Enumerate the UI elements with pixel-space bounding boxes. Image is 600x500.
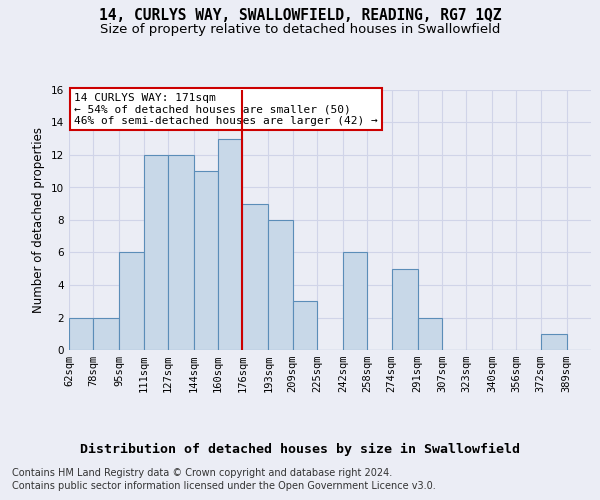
Bar bbox=[143, 155, 168, 350]
Text: Contains HM Land Registry data © Crown copyright and database right 2024.: Contains HM Land Registry data © Crown c… bbox=[12, 468, 392, 477]
Bar bbox=[392, 269, 418, 350]
Bar bbox=[69, 318, 94, 350]
Bar bbox=[268, 220, 293, 350]
Bar bbox=[194, 171, 218, 350]
Bar bbox=[242, 204, 268, 350]
Bar bbox=[119, 252, 143, 350]
Y-axis label: Number of detached properties: Number of detached properties bbox=[32, 127, 46, 313]
Bar bbox=[418, 318, 442, 350]
Text: Size of property relative to detached houses in Swallowfield: Size of property relative to detached ho… bbox=[100, 22, 500, 36]
Bar bbox=[94, 318, 119, 350]
Bar bbox=[293, 301, 317, 350]
Text: Distribution of detached houses by size in Swallowfield: Distribution of detached houses by size … bbox=[80, 442, 520, 456]
Bar bbox=[168, 155, 194, 350]
Bar bbox=[541, 334, 566, 350]
Bar bbox=[343, 252, 367, 350]
Text: 14 CURLYS WAY: 171sqm
← 54% of detached houses are smaller (50)
46% of semi-deta: 14 CURLYS WAY: 171sqm ← 54% of detached … bbox=[74, 92, 378, 126]
Text: 14, CURLYS WAY, SWALLOWFIELD, READING, RG7 1QZ: 14, CURLYS WAY, SWALLOWFIELD, READING, R… bbox=[99, 8, 501, 22]
Bar bbox=[218, 138, 242, 350]
Text: Contains public sector information licensed under the Open Government Licence v3: Contains public sector information licen… bbox=[12, 481, 436, 491]
